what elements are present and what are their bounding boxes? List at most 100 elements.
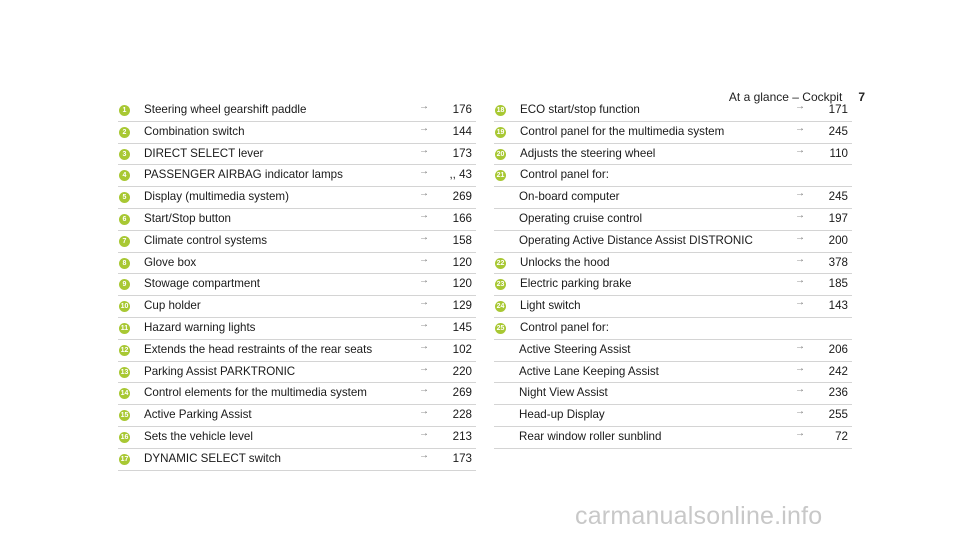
item-number-badge: 12 <box>119 344 130 356</box>
item-label: Sets the vehicle level <box>144 429 253 443</box>
page-reference-arrow-icon: → <box>419 362 429 374</box>
index-row: Night View Assist → 236 <box>494 383 852 406</box>
page-reference-link[interactable]: 145 <box>452 320 472 334</box>
item-label: Display (multimedia system) <box>144 190 289 204</box>
item-label: Rear window roller sunblind <box>519 429 662 443</box>
item-number-badge: 9 <box>119 279 130 291</box>
item-label: Combination switch <box>144 124 245 138</box>
page-reference-link[interactable]: 213 <box>452 429 472 443</box>
page-reference-arrow-icon: → <box>419 449 429 461</box>
index-row: 22 Unlocks the hood → 378 <box>494 253 852 275</box>
item-number-badge: 3 <box>119 148 130 160</box>
item-number-badge: 15 <box>119 410 130 422</box>
page-number: 7 <box>858 90 865 104</box>
page-reference-link[interactable]: 236 <box>828 386 848 400</box>
page-reference-link[interactable]: 269 <box>452 386 472 400</box>
item-label: Adjusts the steering wheel <box>520 146 656 160</box>
index-row: 2 Combination switch → 144 <box>118 122 476 144</box>
index-row: Active Steering Assist → 206 <box>494 340 852 362</box>
page-reference-arrow-icon: → <box>795 427 805 439</box>
page-reference-arrow-icon: → <box>419 253 429 265</box>
item-label: ECO start/stop function <box>520 103 640 116</box>
page-reference-arrow-icon: → <box>419 275 429 287</box>
page-reference-arrow-icon: → <box>419 188 429 200</box>
page-reference-arrow-icon: → <box>795 253 805 265</box>
page-reference-link[interactable]: 255 <box>828 408 848 422</box>
item-label: Electric parking brake <box>520 277 632 291</box>
index-row: 25 Control panel for: <box>494 318 852 340</box>
index-row: Operating Active Distance Assist DISTRON… <box>494 231 852 253</box>
index-row: 4 PASSENGER AIRBAG indicator lamps → ,, 43 <box>118 165 476 188</box>
page-reference-arrow-icon: → <box>419 384 429 396</box>
watermark-text: carmanualsonline.info <box>575 502 823 530</box>
page-reference-link[interactable]: 143 <box>828 299 848 313</box>
page-reference-link[interactable]: 110 <box>829 146 848 160</box>
page-reference-arrow-icon: → <box>795 188 805 200</box>
index-row: 5 Display (multimedia system) → 269 <box>118 187 476 209</box>
page-reference-link[interactable]: ,, 43 <box>449 168 472 182</box>
item-number-badge: 23 <box>495 279 506 291</box>
item-label: Control elements for the multimedia syst… <box>144 386 367 400</box>
page-reference-link[interactable]: 171 <box>828 103 848 116</box>
item-number-badge: 18 <box>495 105 506 116</box>
page-reference-link[interactable]: 166 <box>452 211 472 225</box>
index-row: Rear window roller sunblind → 72 <box>494 427 852 449</box>
page-reference-link[interactable]: 242 <box>828 364 848 378</box>
item-label: Head-up Display <box>519 408 605 422</box>
item-label: Glove box <box>144 255 197 269</box>
item-number-badge: 10 <box>119 301 130 313</box>
page-reference-arrow-icon: → <box>419 209 429 221</box>
page-reference-link[interactable]: 176 <box>452 103 472 116</box>
item-label: Steering wheel gearshift paddle <box>144 103 307 116</box>
page-reference-arrow-icon: → <box>795 144 805 156</box>
index-row: 10 Cup holder → 129 <box>118 296 476 318</box>
index-row: Head-up Display → 255 <box>494 405 852 427</box>
page-reference-link[interactable]: 220 <box>452 364 472 378</box>
item-number-badge: 8 <box>119 257 130 269</box>
item-label: Control panel for the multimedia system <box>520 124 725 138</box>
page-reference-arrow-icon: → <box>795 101 805 112</box>
page-reference-link[interactable]: 120 <box>452 277 472 291</box>
page-reference-link[interactable]: 158 <box>452 233 472 247</box>
page-reference-link[interactable]: 185 <box>828 277 848 291</box>
item-label: Stowage compartment <box>144 277 260 291</box>
item-number-badge: 17 <box>119 453 130 465</box>
item-label: Light switch <box>520 299 581 313</box>
item-number-badge: 2 <box>119 126 130 138</box>
page-reference-link[interactable]: 144 <box>452 124 472 138</box>
page-reference-link[interactable]: 173 <box>452 146 472 160</box>
page-reference-link[interactable]: 378 <box>828 255 848 269</box>
page-reference-arrow-icon: → <box>419 427 429 439</box>
page-reference-arrow-icon: → <box>795 209 805 221</box>
page-reference-link[interactable]: 206 <box>828 342 848 356</box>
item-label: DYNAMIC SELECT switch <box>144 451 282 465</box>
index-row: On-board computer → 245 <box>494 187 852 209</box>
index-row: 6 Start/Stop button → 166 <box>118 209 476 231</box>
index-row: 17 DYNAMIC SELECT switch → 173 <box>118 449 476 471</box>
item-label: Unlocks the hood <box>520 255 610 269</box>
page-reference-arrow-icon: → <box>795 122 805 134</box>
page-reference-link[interactable]: 197 <box>828 211 848 225</box>
index-row: 16 Sets the vehicle level → 213 <box>118 427 476 449</box>
page-reference-link[interactable]: 245 <box>828 190 848 204</box>
item-label: Extends the head restraints of the rear … <box>144 342 373 356</box>
page-reference-link[interactable]: 245 <box>828 124 848 138</box>
page-reference-link[interactable]: 269 <box>452 190 472 204</box>
index-row: 7 Climate control systems → 158 <box>118 231 476 253</box>
page-reference-link[interactable]: 102 <box>452 342 472 356</box>
index-row: 21 Control panel for: <box>494 165 852 188</box>
page-reference-link[interactable]: 200 <box>828 233 848 247</box>
page-reference-arrow-icon: → <box>419 231 429 243</box>
index-row: Active Lane Keeping Assist → 242 <box>494 362 852 384</box>
page-reference-link[interactable]: 228 <box>452 408 472 422</box>
page-reference-link[interactable]: 72 <box>835 429 848 443</box>
page-reference-arrow-icon: → <box>419 297 429 309</box>
index-row: 20 Adjusts the steering wheel → 110 <box>494 144 852 166</box>
item-number-badge: 20 <box>495 148 506 160</box>
page-reference-link[interactable]: 129 <box>452 299 472 313</box>
index-row: Operating cruise control → 197 <box>494 209 852 231</box>
page-reference-link[interactable]: 120 <box>452 255 472 269</box>
page-reference-link[interactable]: 173 <box>452 451 472 465</box>
index-row: 14 Control elements for the multimedia sy… <box>118 383 476 406</box>
item-label: Control panel for: <box>520 320 609 334</box>
